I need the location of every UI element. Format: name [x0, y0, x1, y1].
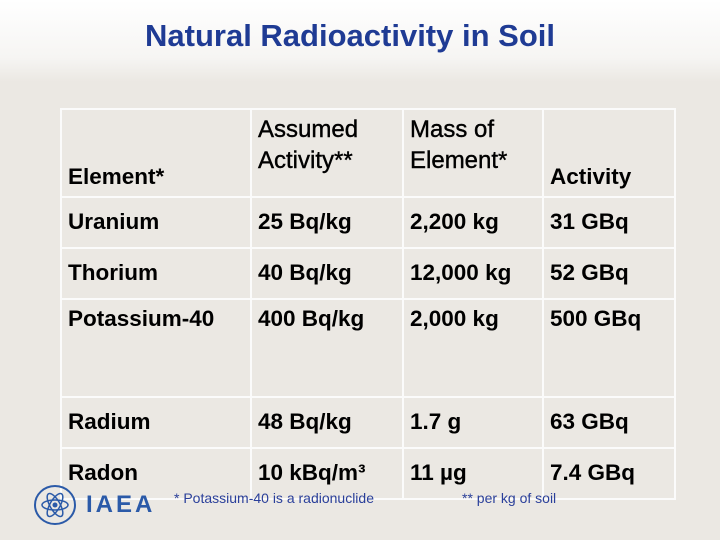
table-cell: Uranium	[60, 196, 252, 249]
header-cell: Mass of Element*	[402, 108, 544, 198]
table-row: Radium 48 Bq/kg 1.7 g 63 GBq	[60, 396, 676, 449]
logo-emblem	[34, 485, 76, 525]
table-row: Potassium-40 400 Bq/kg 2,000 kg 500 GBq	[60, 298, 676, 398]
logo-text: IAEA	[86, 491, 156, 518]
table-cell: 40 Bq/kg	[250, 247, 404, 300]
table-cell: 48 Bq/kg	[250, 396, 404, 449]
data-table: Element* Assumed Activity** Mass of Elemen…	[60, 108, 676, 500]
table-cell: 12,000 kg	[402, 247, 544, 300]
table-cell: 10 kBq/m³	[250, 447, 404, 500]
header-cell: Activity	[542, 108, 676, 198]
table-cell: 400 Bq/kg	[250, 298, 404, 398]
table-cell: 11 µg	[402, 447, 544, 500]
table-cell: 1.7 g	[402, 396, 544, 449]
table-cell: 2,000 kg	[402, 298, 544, 398]
table-body: Element* Assumed Activity** Mass of Elemen…	[60, 108, 676, 500]
table-cell: 2,200 kg	[402, 196, 544, 249]
table-cell: 31 GBq	[542, 196, 676, 249]
table-cell: 63 GBq	[542, 396, 676, 449]
footnote: * Potassium-40 is a radionuclide	[174, 490, 374, 506]
table-row: Radon 10 kBq/m³ 11 µg 7.4 GBq	[60, 447, 676, 500]
table-cell: 25 Bq/kg	[250, 196, 404, 249]
header-cell: Element*	[60, 108, 252, 198]
table-cell: 52 GBq	[542, 247, 676, 300]
header-cell: Assumed Activity**	[250, 108, 404, 198]
table-cell: Potassium-40	[60, 298, 252, 398]
table-cell: 500 GBq	[542, 298, 676, 398]
title-band	[0, 0, 720, 82]
header-row: Element* Assumed Activity** Mass of Elemen…	[60, 108, 676, 198]
table-row: Uranium 25 Bq/kg 2,200 kg 31 GBq	[60, 196, 676, 249]
table-cell: Radon	[60, 447, 252, 500]
slide-title: Natural Radioactivity in Soil	[145, 18, 555, 53]
table-cell: Thorium	[60, 247, 252, 300]
table-cell: Radium	[60, 396, 252, 449]
table-cell: 7.4 GBq	[542, 447, 676, 500]
footnote: ** per kg of soil	[462, 490, 557, 506]
table-row: Thorium 40 Bq/kg 12,000 kg 52 GBq	[60, 247, 676, 300]
